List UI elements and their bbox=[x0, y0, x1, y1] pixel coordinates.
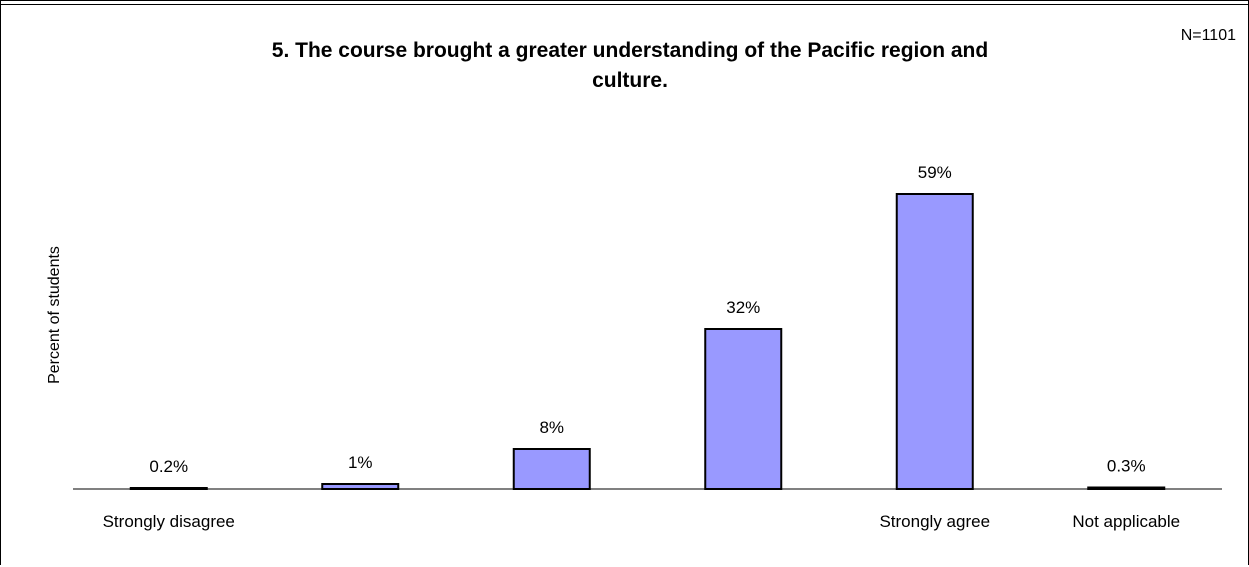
top-border bbox=[1, 0, 1248, 1]
data-label-0: 0.2% bbox=[149, 457, 188, 476]
category-label-0: Strongly disagree bbox=[103, 512, 235, 531]
bar-1 bbox=[321, 483, 400, 490]
chart-title-line-2: culture. bbox=[592, 69, 668, 92]
data-label-3: 32% bbox=[726, 298, 760, 317]
category-label-5: Not applicable bbox=[1072, 512, 1180, 531]
chart-title: 5. The course brought a greater understa… bbox=[130, 36, 1130, 96]
data-label-4: 59% bbox=[918, 163, 952, 182]
chart-title-line-1: 5. The course brought a greater understa… bbox=[271, 39, 989, 62]
top-border-inner bbox=[1, 4, 1248, 5]
bar-4 bbox=[895, 193, 974, 490]
sample-size-label: N=1101 bbox=[1180, 27, 1236, 44]
data-label-2: 8% bbox=[539, 418, 564, 437]
data-label-1: 1% bbox=[348, 453, 373, 472]
bar-5 bbox=[1087, 486, 1166, 490]
bar-3 bbox=[704, 328, 783, 490]
bar-2 bbox=[512, 448, 591, 490]
data-label-5: 0.3% bbox=[1107, 457, 1146, 476]
category-label-4: Strongly agree bbox=[879, 512, 990, 531]
bar-0 bbox=[129, 487, 208, 490]
